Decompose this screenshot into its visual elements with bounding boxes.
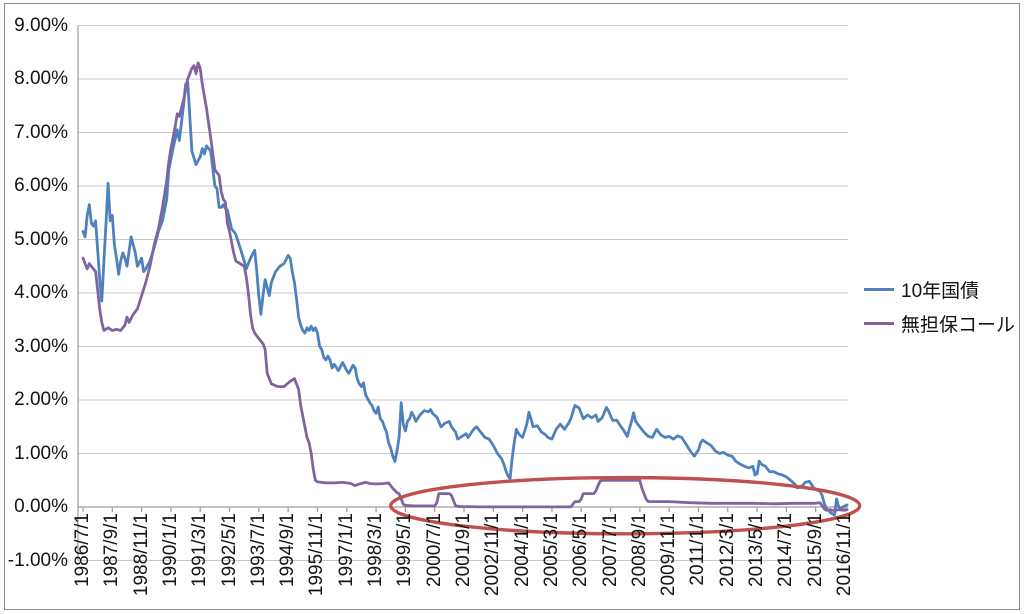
x-axis-label: 2006/5/1: [570, 513, 592, 587]
legend: 10年国債 無担保コール: [864, 272, 1015, 340]
series-jgb10y-line: [81, 80, 849, 517]
y-axis-label: 4.00%: [14, 282, 68, 303]
x-axis-label: 2013/5/1: [746, 513, 768, 587]
legend-label-call-rate: 無担保コール: [901, 314, 1016, 336]
x-axis-label: 1997/1/1: [335, 513, 357, 587]
legend-label-jgb10y: 10年国債: [901, 280, 980, 302]
x-axis-label: 1987/9/1: [101, 513, 123, 587]
x-axis-label: 1991/3/1: [189, 513, 211, 587]
y-axis-label: 3.00%: [14, 335, 68, 357]
x-axis-label: 2012/3/1: [716, 513, 738, 587]
x-axis-label: 2002/11/1: [482, 513, 504, 597]
legend-line-swatch-jgb10y: [864, 287, 894, 291]
x-axis-label: 1993/7/1: [247, 513, 269, 587]
y-axis-label: 1.00%: [14, 442, 68, 464]
x-axis-label: 2000/7/1: [423, 513, 445, 587]
x-axis-label: 1995/11/1: [306, 513, 328, 597]
x-axis-label: 2011/1/1: [687, 513, 709, 586]
x-axis-label: 1986/7/1: [72, 513, 93, 587]
y-axis-label: 0.00%: [14, 496, 68, 517]
x-axis-label: 2009/11/1: [658, 513, 680, 597]
x-axis-label: 2008/9/1: [628, 513, 650, 587]
series-call-rate-line: [81, 61, 849, 513]
y-axis-label: 2.00%: [14, 389, 68, 410]
x-axis-label: 1990/1/1: [159, 513, 181, 587]
x-axis-label: 1988/11/1: [130, 513, 152, 597]
x-axis-label: 1998/3/1: [365, 513, 387, 587]
x-axis-label: 2007/7/1: [599, 513, 621, 587]
legend-line-swatch-call-rate: [864, 321, 894, 325]
x-axis-label: 2001/9/1: [452, 513, 474, 587]
x-axis-label: 1992/5/1: [218, 513, 240, 587]
x-axis-label: 2004/1/1: [511, 513, 533, 587]
x-axis-label: 2016/11/1: [833, 513, 855, 597]
y-axis-label: 6.00%: [14, 175, 68, 196]
highlight-ellipse-annotation: [389, 475, 862, 536]
y-axis-label: 9.00%: [14, 14, 68, 36]
x-axis-label: 2014/7/1: [775, 513, 797, 587]
x-axis-label: 2005/3/1: [540, 513, 562, 587]
y-axis-label: -1.00%: [7, 549, 68, 571]
y-axis-label: 5.00%: [14, 228, 68, 250]
x-axis-label: 2015/9/1: [804, 513, 826, 587]
x-axis-label: 1999/5/1: [394, 513, 416, 587]
y-axis-label: 8.00%: [14, 68, 68, 89]
legend-item-call-rate: 無担保コール: [864, 306, 1015, 340]
y-axis-label: 7.00%: [14, 121, 68, 143]
legend-item-jgb10y: 10年国債: [864, 272, 1015, 306]
x-axis-label: 1994/9/1: [277, 513, 299, 587]
